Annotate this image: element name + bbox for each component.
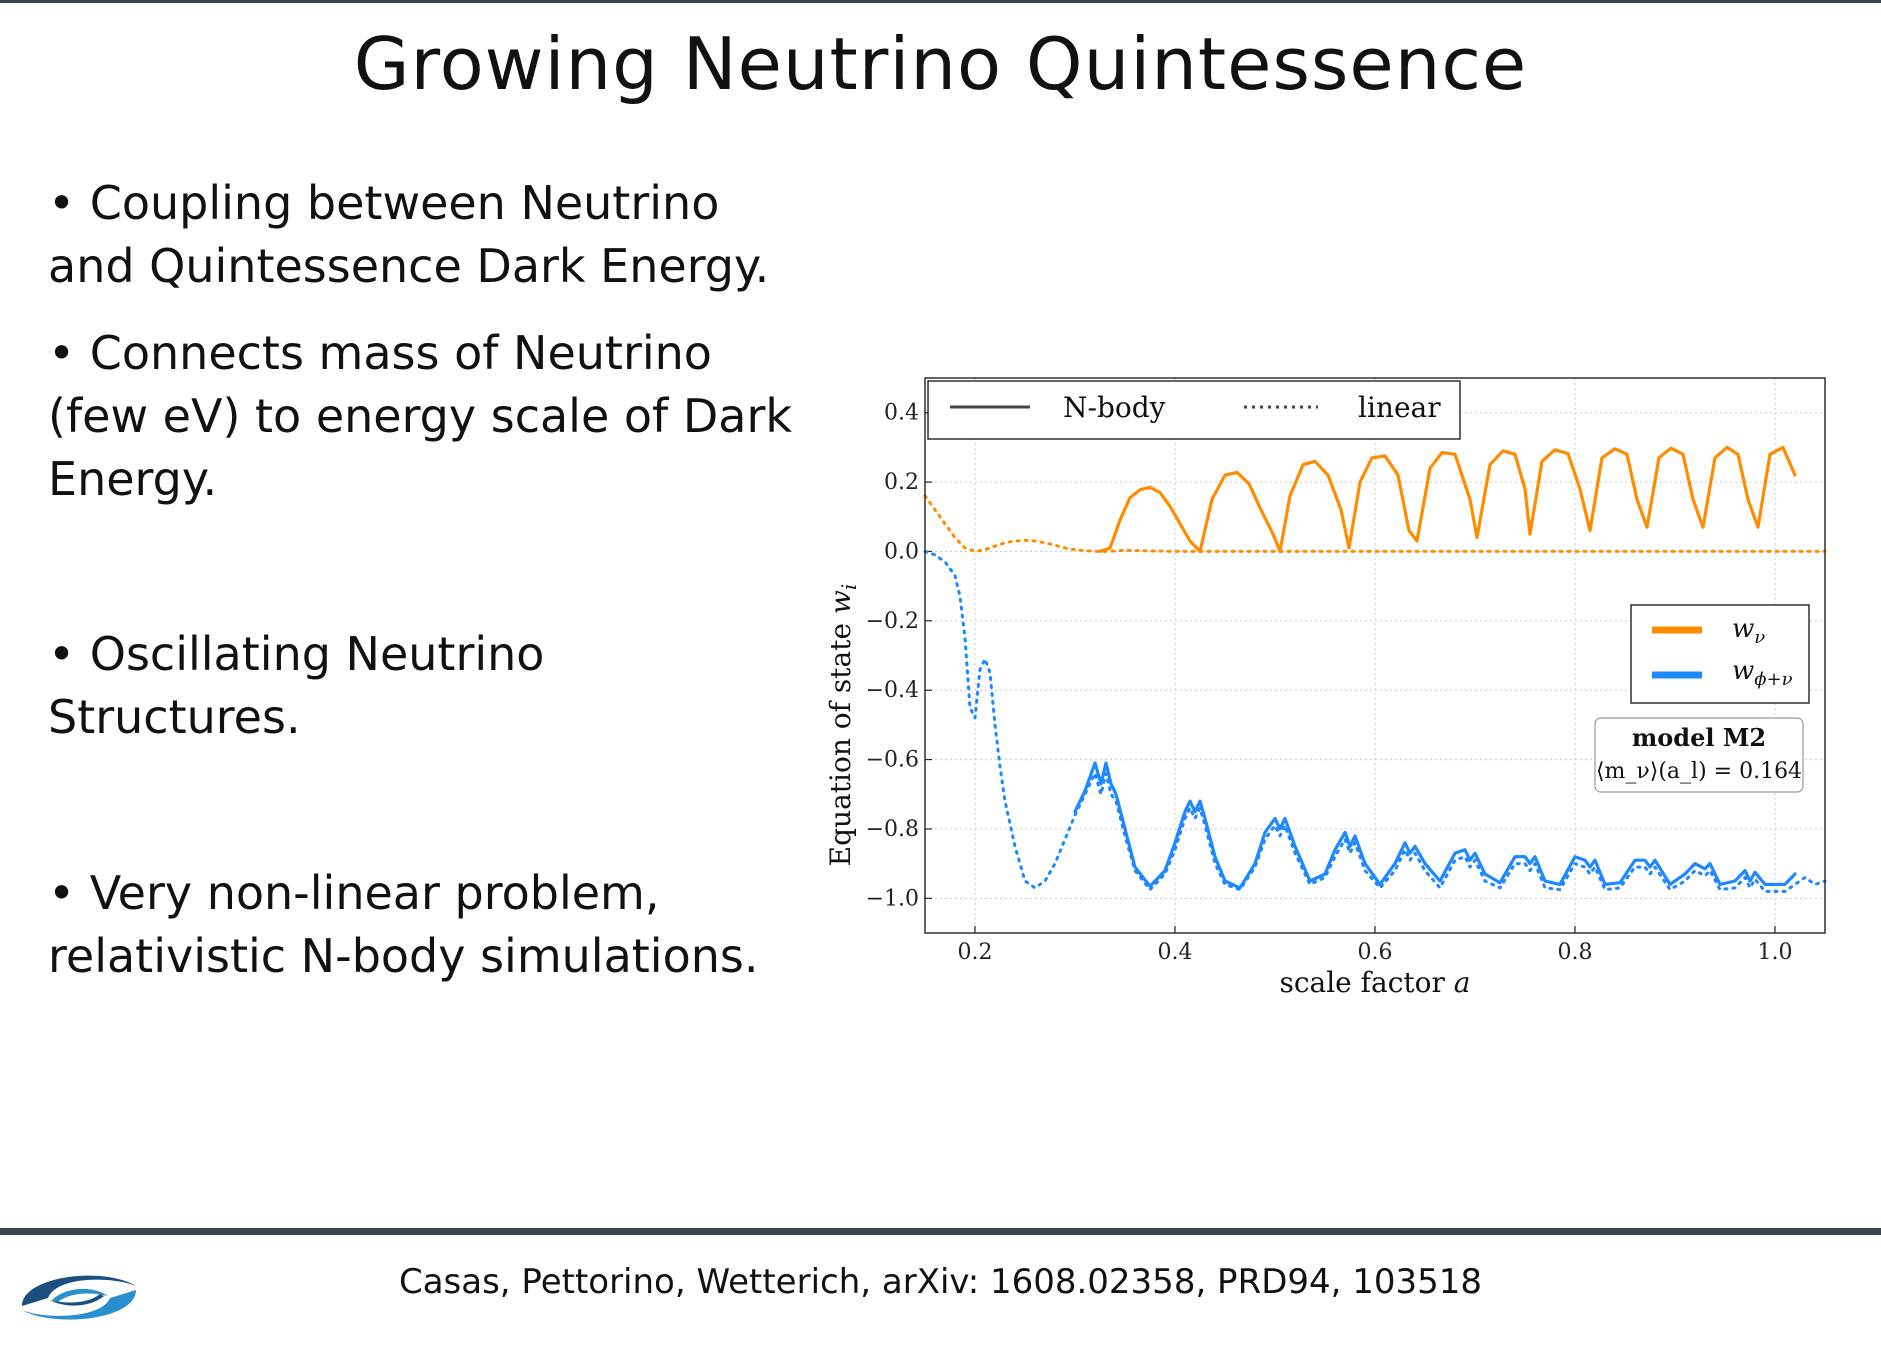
- bullet-line: and Quintessence Dark Energy.: [48, 239, 770, 293]
- citation-footer: Casas, Pettorino, Wetterich, arXiv: 1608…: [398, 1262, 1483, 1302]
- annotation-model: model M2: [1632, 723, 1766, 752]
- y-tick-label: 0.2: [884, 470, 919, 495]
- bullet-item-nonlinear: • Very non-linear problem, relativistic …: [48, 862, 808, 988]
- legend-nbody-label: N-body: [1063, 391, 1166, 424]
- bullet-line: • Oscillating Neutrino: [48, 627, 545, 681]
- series-layer: [923, 445, 1827, 893]
- top-rule: [0, 0, 1881, 3]
- bullet-line: • Connects mass of Neutrino: [48, 326, 712, 380]
- logo-svg: [22, 1275, 136, 1320]
- x-tick-label: 0.2: [958, 940, 993, 965]
- chart-svg: 0.2 0.4 0.6 0.8 1.0 0.4 0.2 0.0 −0.2 −0.4 −0.6 −0.8…: [824, 377, 1827, 999]
- series-legend-box: [1630, 604, 1810, 704]
- y-tick-label: −1.0: [866, 886, 919, 911]
- series-line-w-nu-linear: [923, 494, 1827, 553]
- x-axis-label: scale factor a: [1279, 966, 1470, 999]
- page-title: Growing Neutrino Quintessence: [353, 22, 1528, 106]
- bottom-rule: [0, 1228, 1881, 1235]
- bullet-line: • Very non-linear problem,: [48, 866, 660, 920]
- y-tick-label: −0.6: [866, 748, 919, 773]
- bullet-line: relativistic N-body simulations.: [48, 929, 759, 983]
- x-tick-label: 0.8: [1558, 940, 1593, 965]
- legend-wnu-label: wν: [1732, 614, 1765, 648]
- style-legend-box: [927, 380, 1461, 440]
- x-tick-label: 0.6: [1358, 940, 1393, 965]
- series-line-w-phi-nu-n-body: [1073, 761, 1797, 890]
- y-tick-label: −0.4: [866, 678, 919, 703]
- bullet-line: Energy.: [48, 452, 218, 506]
- y-tick-label: 0.0: [884, 539, 919, 564]
- bullet-line: Structures.: [48, 690, 301, 744]
- bullet-item-coupling: • Coupling between Neutrino and Quintess…: [48, 172, 808, 298]
- bullet-line: • Coupling between Neutrino: [48, 176, 720, 230]
- x-tick-label: 1.0: [1758, 940, 1793, 965]
- y-tick-label: −0.8: [866, 817, 919, 842]
- legend-wphinu-label: wϕ+ν: [1732, 656, 1793, 690]
- style-legend: N-body linear: [927, 380, 1461, 440]
- y-axis-label: Equation of state wi: [824, 584, 861, 867]
- series-legend: wν wϕ+ν: [1630, 604, 1810, 704]
- annotation-mass: ⟨m_ν⟩(a_l) = 0.164: [1596, 759, 1802, 784]
- series-line-w-nu-n-body: [1098, 445, 1797, 553]
- series-line-w-phi-nu-linear: [923, 549, 1827, 893]
- plot-frame: [924, 377, 1826, 934]
- tick-layer: 0.2 0.4 0.6 0.8 1.0 0.4 0.2 0.0 −0.2 −0.4 −0.6 −0.8…: [866, 401, 1793, 965]
- swirl-logo-icon: [12, 1262, 147, 1337]
- model-annotation: model M2 ⟨m_ν⟩(a_l) = 0.164: [1594, 717, 1804, 793]
- legend-linear-label: linear: [1358, 391, 1441, 424]
- equation-of-state-chart: 0.2 0.4 0.6 0.8 1.0 0.4 0.2 0.0 −0.2 −0.4 −0.6 −0.8…: [820, 355, 1830, 1020]
- annotation-box: [1594, 717, 1804, 793]
- y-tick-label: −0.2: [866, 609, 919, 634]
- y-tick-label: 0.4: [884, 401, 919, 426]
- bullet-line: (few eV) to energy scale of Dark: [48, 389, 792, 443]
- bullet-item-oscillating: • Oscillating Neutrino Structures.: [48, 623, 808, 749]
- x-tick-label: 0.4: [1158, 940, 1193, 965]
- bullet-item-mass: • Connects mass of Neutrino (few eV) to …: [48, 322, 808, 511]
